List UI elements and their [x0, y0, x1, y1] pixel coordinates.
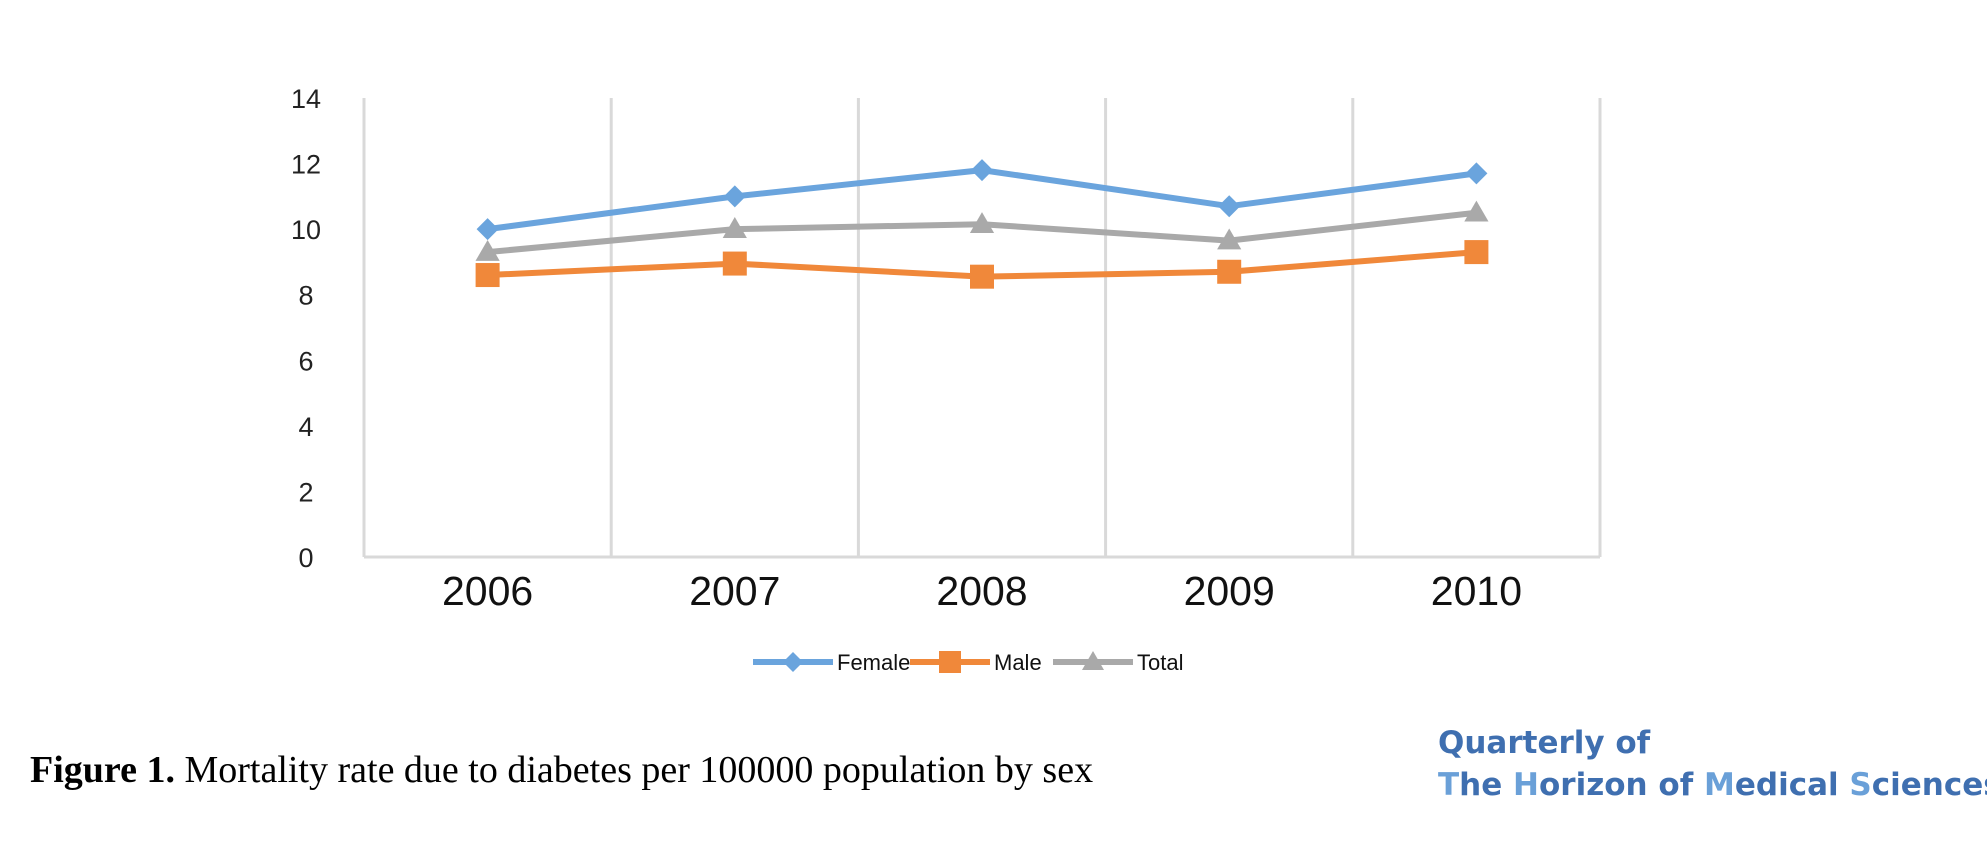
- data-point-female: [476, 218, 499, 241]
- legend-marker: [1082, 651, 1104, 670]
- x-tick-label: 2007: [689, 568, 780, 614]
- data-point-total: [475, 239, 500, 261]
- series-total: [475, 200, 1489, 261]
- chart-gridlines: [362, 98, 1602, 559]
- chart-legend: Female Male Total: [753, 650, 1183, 675]
- legend-item-female: Female: [753, 650, 910, 675]
- y-tick-label: 12: [291, 150, 321, 180]
- data-point-male: [475, 263, 500, 288]
- journal-logo-line2: The Horizon of Medical Sciences: [1438, 767, 1987, 803]
- data-point-female: [1218, 195, 1241, 218]
- y-tick-label: 0: [298, 543, 313, 573]
- data-point-total: [1464, 200, 1489, 222]
- data-point-male: [970, 264, 994, 289]
- x-axis: 2006 2007 2008 2009 2010: [442, 568, 1522, 614]
- figure-label: Figure 1.: [30, 749, 175, 791]
- legend-item-total: Total: [1053, 650, 1183, 675]
- data-point-total: [1217, 228, 1242, 250]
- figure-caption-text: Mortality rate due to diabetes per 10000…: [174, 749, 1094, 791]
- legend-marker: [783, 652, 803, 672]
- legend-label: Female: [837, 650, 910, 675]
- y-tick-label: 6: [298, 346, 313, 376]
- y-tick-label: 8: [298, 281, 313, 311]
- y-tick-label: 2: [298, 477, 313, 507]
- journal-logo-line1: Quarterly of: [1438, 725, 1651, 761]
- data-point-female: [1465, 162, 1488, 185]
- legend-label: Male: [994, 650, 1042, 675]
- series-female: [476, 159, 1488, 241]
- legend-marker: [939, 651, 961, 673]
- y-axis: 0 2 4 6 8 10 12 14: [291, 84, 321, 573]
- x-tick-label: 2009: [1184, 568, 1275, 614]
- data-point-female: [971, 159, 993, 182]
- x-tick-label: 2008: [936, 568, 1027, 614]
- y-tick-label: 10: [291, 215, 321, 245]
- x-tick-label: 2010: [1431, 568, 1522, 614]
- data-point-male: [1217, 259, 1242, 284]
- series-male: [475, 240, 1489, 289]
- y-tick-label: 14: [291, 84, 321, 114]
- data-point-male: [1464, 240, 1489, 265]
- data-point-female: [723, 185, 746, 208]
- chart-series: [475, 159, 1489, 289]
- data-point-total: [969, 212, 995, 234]
- legend-label: Total: [1137, 650, 1183, 675]
- legend-item-male: Male: [910, 650, 1042, 675]
- figure-caption: Figure 1. Mortality rate due to diabetes…: [30, 748, 1093, 792]
- data-point-total: [722, 217, 747, 238]
- y-tick-label: 4: [298, 412, 313, 442]
- line-chart: 0 2 4 6 8 10 12 14 2006 2007 2008 2009 2010 Female M…: [291, 84, 1602, 675]
- data-point-male: [722, 251, 747, 276]
- x-tick-label: 2006: [442, 568, 533, 614]
- journal-logo: Quarterly of The Horizon of Medical Scie…: [1438, 722, 1987, 806]
